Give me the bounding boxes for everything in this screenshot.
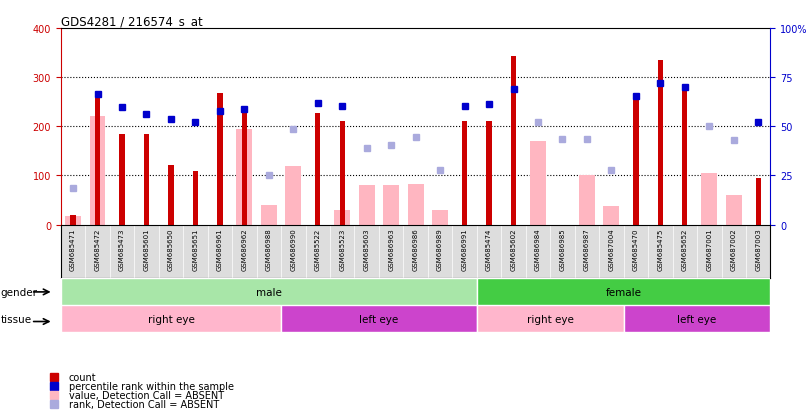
Text: GSM687001: GSM687001 [706, 228, 712, 271]
Bar [487, 122, 491, 225]
Text: value, Detection Call = ABSENT: value, Detection Call = ABSENT [68, 390, 224, 400]
Bar [658, 61, 663, 225]
Text: GSM687002: GSM687002 [731, 228, 736, 270]
Text: GSM687003: GSM687003 [755, 228, 762, 271]
Text: GSM685523: GSM685523 [339, 228, 345, 270]
Bar [334, 210, 350, 225]
Text: gender: gender [1, 287, 38, 297]
Bar [726, 196, 742, 225]
Text: GSM685651: GSM685651 [192, 228, 199, 270]
Bar [236, 129, 252, 225]
Bar [71, 215, 75, 225]
Bar [242, 113, 247, 225]
Text: GSM685470: GSM685470 [633, 228, 639, 270]
Bar [285, 166, 301, 225]
Bar [579, 176, 595, 225]
Bar [89, 117, 105, 225]
Bar [261, 206, 277, 225]
Text: GDS4281 / 216574_s_at: GDS4281 / 216574_s_at [61, 15, 203, 28]
Bar [61, 306, 281, 332]
Bar [511, 57, 517, 225]
Bar [530, 142, 546, 225]
Text: tissue: tissue [1, 314, 32, 324]
Text: left eye: left eye [677, 314, 717, 324]
Bar [384, 186, 399, 225]
Bar [65, 216, 81, 225]
Bar [315, 113, 320, 225]
Text: left eye: left eye [359, 314, 398, 324]
Text: GSM685475: GSM685475 [658, 228, 663, 270]
Text: right eye: right eye [148, 314, 195, 324]
Text: GSM686985: GSM686985 [560, 228, 565, 270]
Bar [633, 97, 638, 225]
Bar [119, 134, 125, 225]
Bar [193, 171, 198, 225]
Bar [217, 94, 222, 225]
Text: GSM686991: GSM686991 [461, 228, 468, 271]
Bar [358, 186, 375, 225]
Bar [756, 178, 761, 225]
Text: GSM685522: GSM685522 [315, 228, 321, 270]
Text: GSM686989: GSM686989 [437, 228, 443, 271]
Text: GSM686963: GSM686963 [388, 228, 394, 271]
Bar [144, 134, 149, 225]
Text: percentile rank within the sample: percentile rank within the sample [68, 381, 234, 391]
Text: GSM686988: GSM686988 [266, 228, 272, 271]
Text: GSM685601: GSM685601 [144, 228, 149, 270]
Bar [61, 279, 477, 306]
Text: GSM685652: GSM685652 [682, 228, 688, 270]
Text: female: female [606, 287, 642, 297]
Bar [477, 279, 770, 306]
Bar [408, 185, 423, 225]
Bar [682, 87, 688, 225]
Bar [624, 306, 770, 332]
Text: male: male [256, 287, 281, 297]
Text: right eye: right eye [527, 314, 573, 324]
Bar [95, 99, 101, 225]
Text: rank, Detection Call = ABSENT: rank, Detection Call = ABSENT [68, 399, 219, 409]
Text: GSM685474: GSM685474 [486, 228, 492, 270]
Text: GSM685602: GSM685602 [510, 228, 517, 270]
Text: GSM686986: GSM686986 [413, 228, 418, 271]
Bar [340, 122, 345, 225]
Text: GSM686962: GSM686962 [242, 228, 247, 270]
Text: GSM685471: GSM685471 [70, 228, 76, 270]
Text: GSM685472: GSM685472 [95, 228, 101, 270]
Text: GSM685650: GSM685650 [168, 228, 174, 270]
Bar [702, 173, 717, 225]
Text: GSM685603: GSM685603 [363, 228, 370, 270]
Text: GSM687004: GSM687004 [608, 228, 615, 270]
Bar [462, 122, 467, 225]
Text: count: count [68, 372, 97, 382]
Text: GSM686961: GSM686961 [217, 228, 223, 271]
Text: GSM686987: GSM686987 [584, 228, 590, 271]
Text: GSM685473: GSM685473 [119, 228, 125, 270]
Bar [281, 306, 477, 332]
Text: GSM686984: GSM686984 [535, 228, 541, 270]
Text: GSM686990: GSM686990 [290, 228, 296, 271]
Bar [168, 165, 174, 225]
Bar [603, 206, 620, 225]
Bar [477, 306, 624, 332]
Bar [432, 210, 448, 225]
